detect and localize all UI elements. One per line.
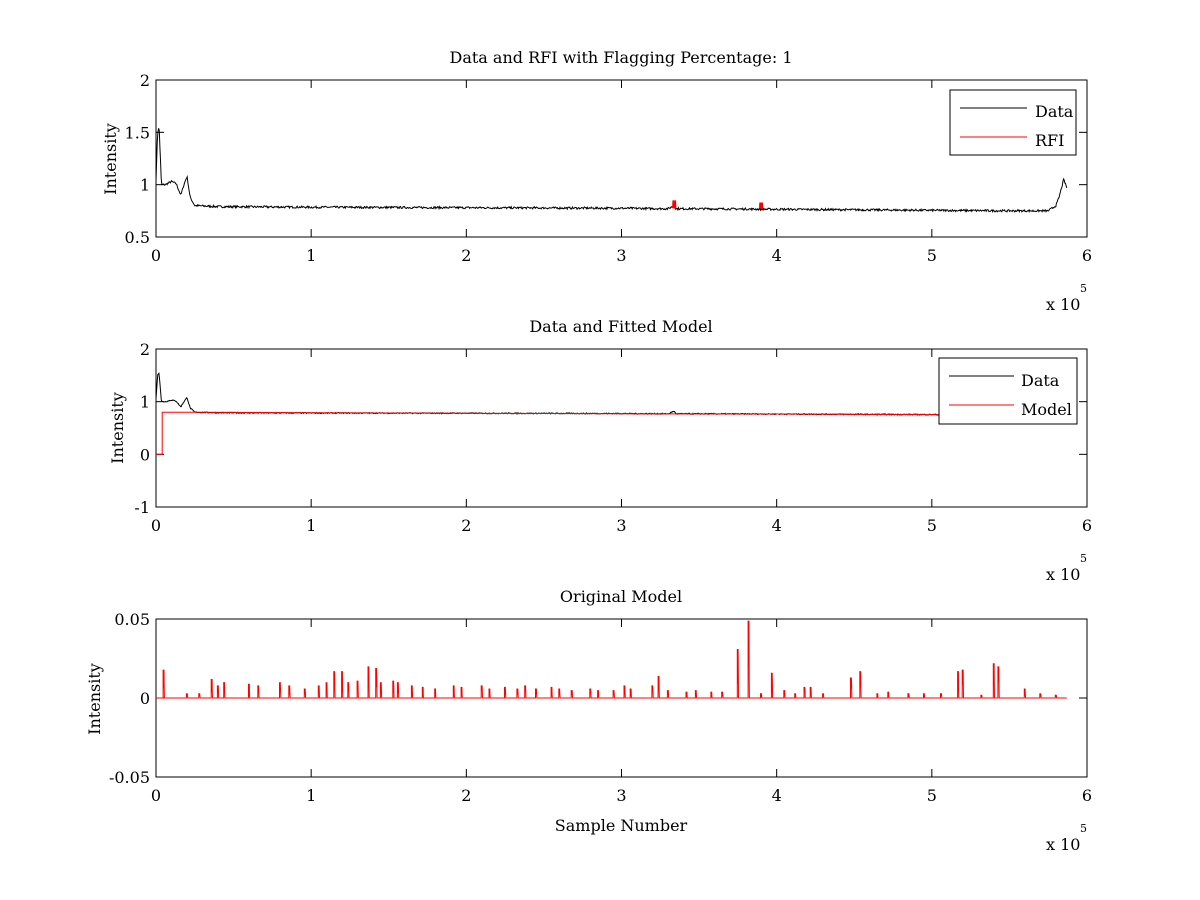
y-tick-label: 0 <box>140 689 150 708</box>
x-tick-label: 2 <box>461 246 471 265</box>
x-tick-label: 0 <box>151 246 161 265</box>
x-tick-label: 5 <box>927 516 937 535</box>
x-tick-label: 4 <box>772 246 782 265</box>
x-tick-label: 0 <box>151 516 161 535</box>
subplot-1-title: Data and RFI with Flagging Percentage: 1 <box>449 48 792 67</box>
subplot-1-legend-box <box>949 89 1077 156</box>
x-tick-label: 1 <box>306 516 316 535</box>
subplot-3-xlabel: Sample Number <box>555 816 688 835</box>
subplot-2-ylabel: Intensity <box>108 392 127 464</box>
y-tick-label: -1 <box>134 498 150 517</box>
y-tick-label: 1 <box>140 176 150 195</box>
subplot-1-ylabel: Intensity <box>101 123 120 195</box>
subplot-2-legend: Data Model <box>938 357 1078 425</box>
x-tick-label: 3 <box>616 246 626 265</box>
rfi-burst <box>759 202 764 209</box>
subplot-1-x-exponent: 5 <box>1080 282 1087 295</box>
series-line-model <box>156 620 1067 699</box>
x-tick-label: 0 <box>151 786 161 805</box>
subplot-2-title: Data and Fitted Model <box>529 317 712 336</box>
series-line-model <box>156 411 979 455</box>
x-tick-label: 2 <box>461 786 471 805</box>
x-tick-label: 3 <box>616 516 626 535</box>
legend-label-data: Data <box>1035 102 1074 121</box>
legend-label-rfi: RFI <box>1035 131 1064 150</box>
y-tick-label: -0.05 <box>109 768 150 787</box>
subplot-original-model: Original Model Intensity Sample Number 0… <box>85 587 1092 854</box>
y-tick-label: 2 <box>140 340 150 359</box>
subplot-data-and-rfi: Data and RFI with Flagging Percentage: 1… <box>101 48 1092 314</box>
x-tick-label: 6 <box>1082 246 1092 265</box>
legend-label-data: Data <box>1021 371 1060 390</box>
series-line-data <box>155 128 1068 214</box>
subplot-3-title: Original Model <box>560 587 682 606</box>
subplot-1-x-multiplier: x 10 <box>1046 295 1080 314</box>
x-tick-label: 4 <box>772 786 782 805</box>
x-tick-label: 2 <box>461 516 471 535</box>
y-tick-label: 1.5 <box>125 123 150 142</box>
y-tick-label: 0.5 <box>125 228 150 247</box>
subplot-data-and-fitted-model: Data and Fitted Model Intensity 0 1 2 3 4 5 6 -… <box>108 317 1092 584</box>
subplot-3-x-multiplier: x 10 <box>1046 835 1080 854</box>
x-tick-label: 5 <box>927 246 937 265</box>
x-tick-label: 1 <box>306 246 316 265</box>
y-tick-label: 1 <box>140 393 150 412</box>
rfi-burst <box>672 200 677 209</box>
subplot-2-x-multiplier: x 10 <box>1046 565 1080 584</box>
y-tick-label: 2 <box>140 71 150 90</box>
y-tick-label: 0.05 <box>114 610 150 629</box>
x-tick-label: 1 <box>306 786 316 805</box>
x-tick-label: 6 <box>1082 516 1092 535</box>
x-tick-label: 3 <box>616 786 626 805</box>
subplot-3-x-exponent: 5 <box>1080 822 1087 835</box>
x-tick-label: 4 <box>772 516 782 535</box>
subplot-2-x-exponent: 5 <box>1080 552 1087 565</box>
subplot-3-ylabel: Intensity <box>85 663 104 735</box>
subplot-1-plot-area: 0 1 2 3 4 5 6 0.5 1 1.5 2 <box>125 71 1093 265</box>
subplot-2-legend-box <box>938 357 1078 425</box>
x-tick-label: 5 <box>927 786 937 805</box>
x-tick-label: 6 <box>1082 786 1092 805</box>
subplot-1-legend: Data RFI <box>949 89 1077 156</box>
y-tick-label: 0 <box>140 445 150 464</box>
legend-label-model: Model <box>1021 400 1072 419</box>
